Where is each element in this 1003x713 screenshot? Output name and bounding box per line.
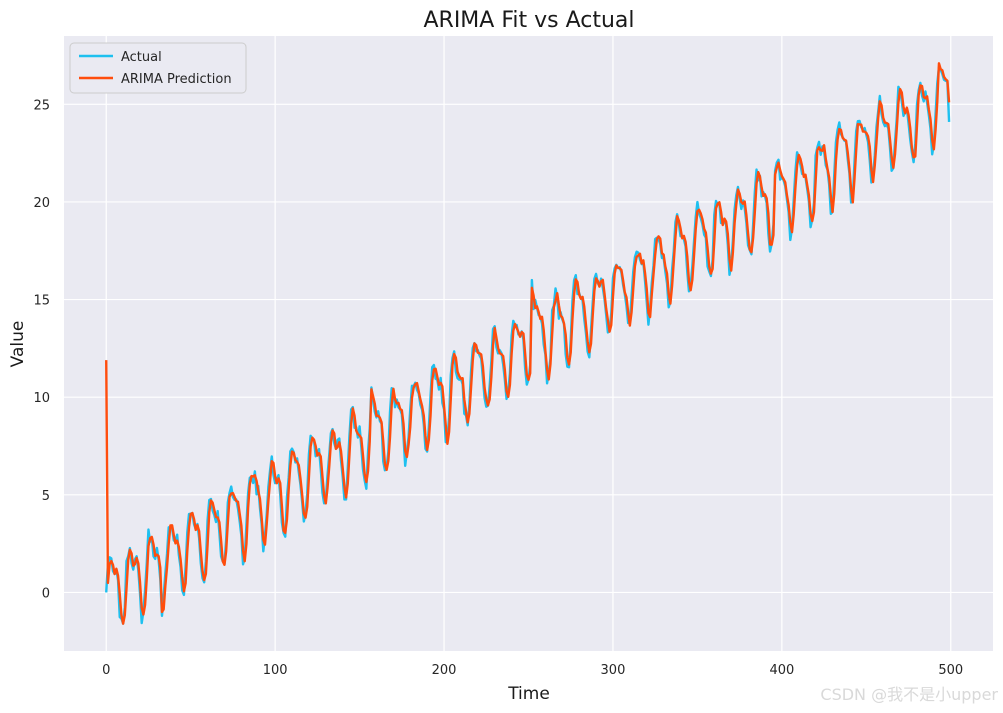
x-tick-label: 400: [769, 663, 794, 678]
y-tick-label: 20: [33, 196, 50, 211]
series-line-prediction: [105, 62, 951, 625]
watermark: CSDN @我不是小upper: [820, 685, 998, 704]
legend-label-prediction: ARIMA Prediction: [121, 72, 232, 87]
legend-box: [69, 42, 247, 94]
y-tick-label: 10: [33, 391, 50, 406]
x-axis-label: Time: [507, 684, 550, 704]
plot-area: [64, 36, 993, 651]
y-axis-label: Value: [8, 321, 28, 368]
y-tick-label: 5: [42, 489, 50, 504]
x-ticks: 0 100 200 300 400 500: [102, 663, 963, 678]
grid: [64, 36, 993, 651]
series-lines: [105, 62, 951, 625]
x-tick-label: 300: [601, 663, 626, 678]
y-tick-label: 15: [33, 294, 50, 309]
y-tick-label: 0: [42, 586, 50, 601]
x-tick-label: 100: [263, 663, 288, 678]
x-tick-label: 500: [938, 663, 963, 678]
legend: Actual ARIMA Prediction: [69, 42, 247, 94]
x-tick-label: 200: [432, 663, 457, 678]
legend-label-actual: Actual: [121, 50, 162, 65]
y-tick-label: 25: [33, 98, 50, 113]
x-tick-label: 0: [102, 663, 110, 678]
y-ticks: 0 5 10 15 20 25: [33, 98, 50, 601]
chart-title: ARIMA Fit vs Actual: [423, 8, 634, 33]
